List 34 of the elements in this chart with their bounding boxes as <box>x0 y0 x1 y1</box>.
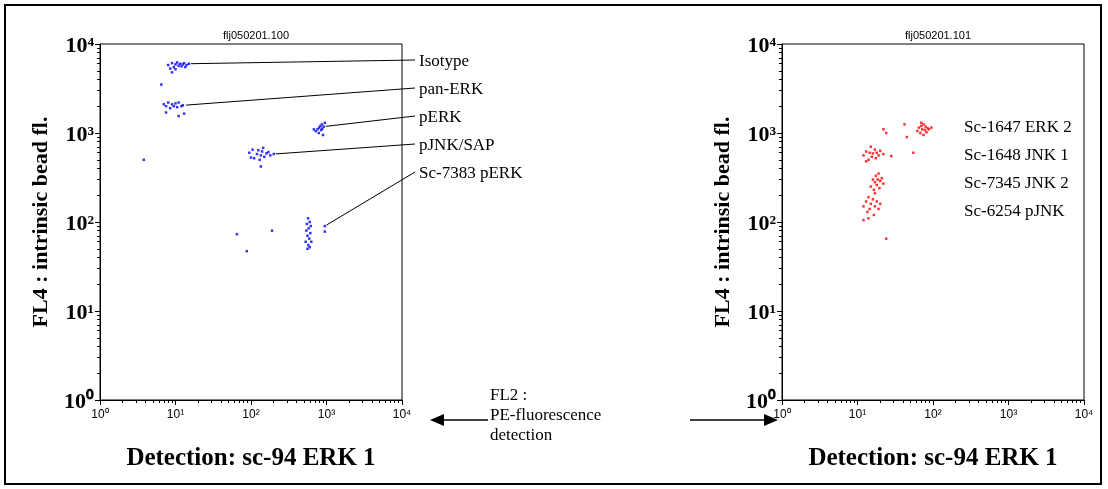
x-tick-label: 10³ <box>317 407 336 421</box>
x-tick-label: 10¹ <box>848 407 867 421</box>
x-tick-label: 10² <box>242 407 260 421</box>
y-axis-title: FL4 : intrinsic bead fl. <box>26 116 52 328</box>
annotation: Isotype <box>419 50 470 70</box>
annotation: Sc-1647 ERK 2 <box>964 116 1072 136</box>
annotation: Sc-1648 JNK 1 <box>964 144 1069 164</box>
y-tick-label: 10² <box>747 209 777 235</box>
y-tick-label: 10² <box>65 209 95 235</box>
x-axis-title: Detection: sc-94 ERK 1 <box>126 443 376 470</box>
annotation: Sc-7383 pERK <box>419 162 524 182</box>
y-tick-label: 10³ <box>65 120 95 146</box>
y-axis-title: FL4 : intrinsic bead fl. <box>708 116 734 328</box>
y-tick-label: 10⁴ <box>65 31 95 57</box>
x-tick-label: 10⁰ <box>773 407 791 421</box>
x-axis-title: Detection: sc-94 ERK 1 <box>808 443 1058 470</box>
chart-title: flj050201.101 <box>904 28 972 41</box>
x-tick-label: 10⁴ <box>1074 407 1094 421</box>
x-tick-label: 10² <box>924 407 942 421</box>
text: FL2 : PE-fluorescence detection <box>490 384 606 444</box>
annotation: pJNK/SAP <box>419 134 495 154</box>
y-tick-label: 10¹ <box>65 298 94 324</box>
annotation: Sc-7345 JNK 2 <box>964 172 1069 192</box>
y-tick-label: 10³ <box>747 120 777 146</box>
y-tick-label: 10¹ <box>747 298 776 324</box>
annotation: pERK <box>419 106 463 126</box>
x-tick-label: 10¹ <box>166 407 185 421</box>
y-tick-label: 10⁴ <box>747 31 777 57</box>
annotation: pan-ERK <box>419 78 484 98</box>
x-tick-label: 10⁰ <box>91 407 109 421</box>
x-tick-label: 10³ <box>999 407 1018 421</box>
chart-title: flj050201.100 <box>222 28 290 41</box>
x-tick-label: 10⁴ <box>392 407 412 421</box>
annotation: Sc-6254 pJNK <box>964 200 1066 220</box>
